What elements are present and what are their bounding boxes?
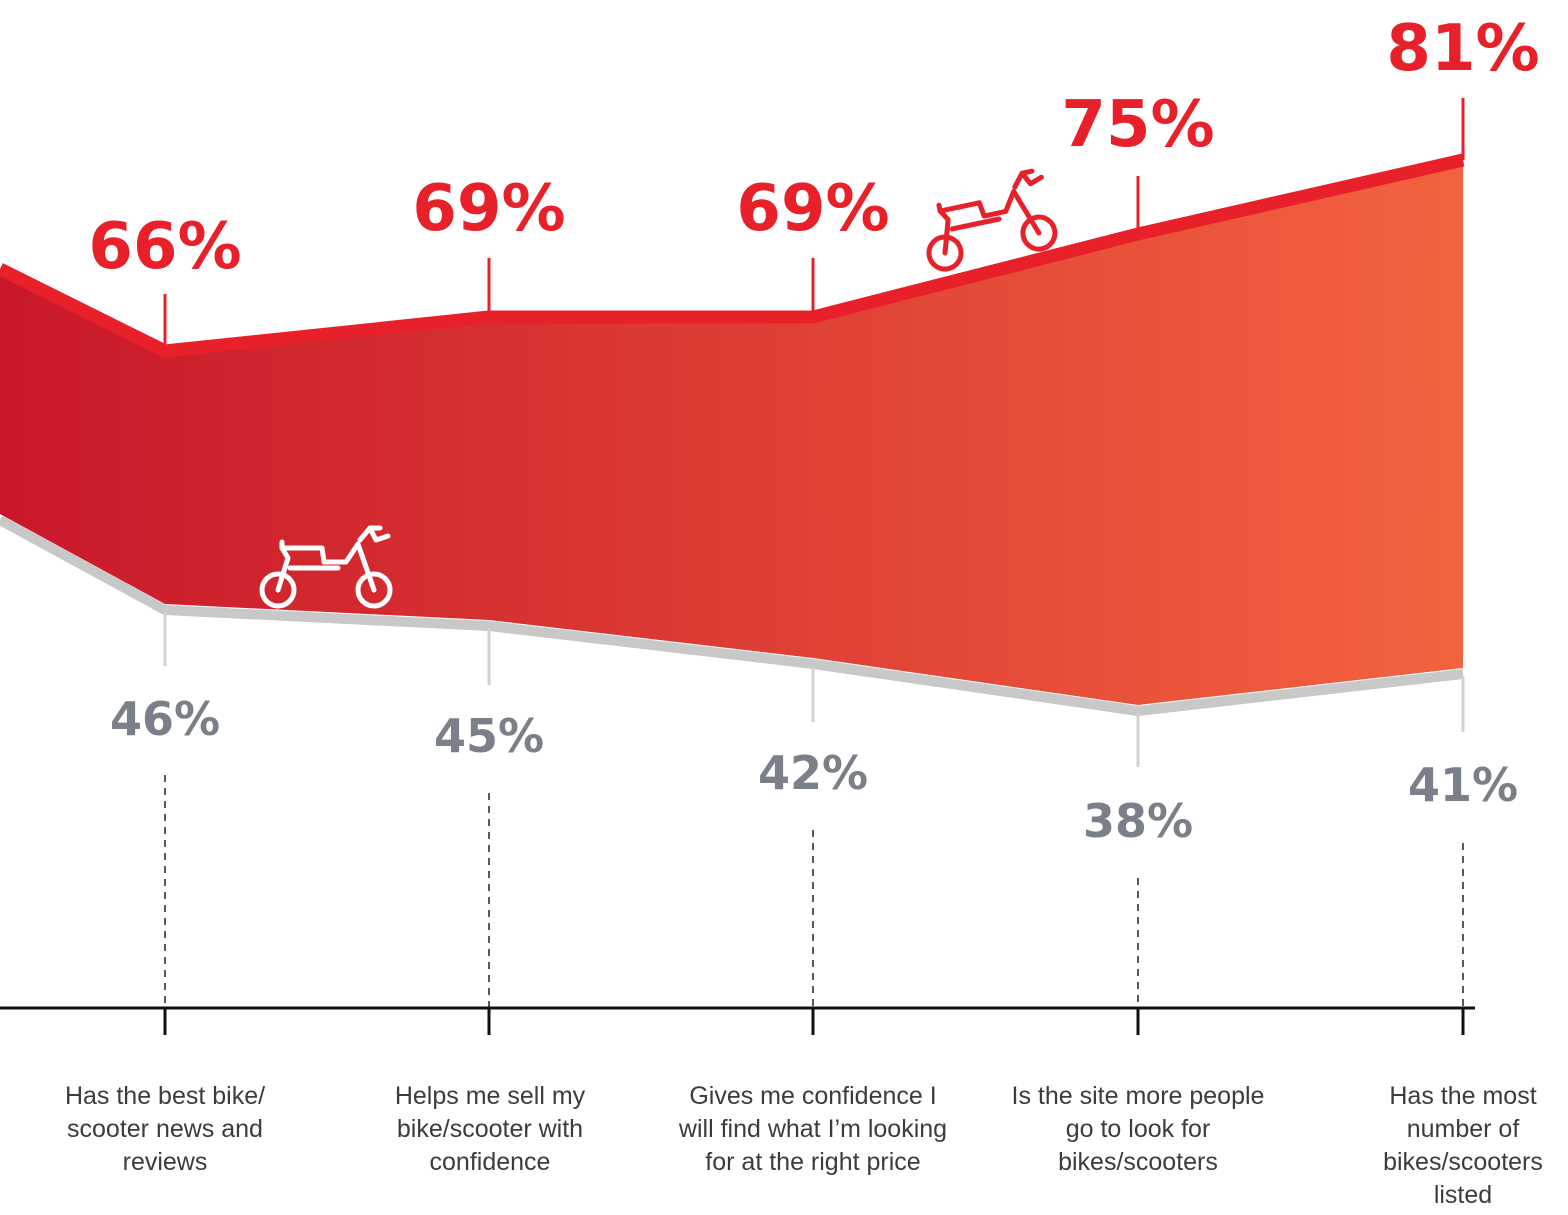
series-line-top (0, 153, 1465, 358)
bottom-value-label: 42% (758, 746, 868, 800)
motorcycle-icon (259, 525, 393, 609)
motorcycle-icon (926, 168, 1058, 272)
top-value-label: 69% (412, 172, 565, 246)
category-label: Has the most number of bikes/scooters li… (1383, 1082, 1543, 1209)
top-value-label: 66% (88, 210, 241, 284)
category-label: Gives me confidence I will find what I’m… (678, 1082, 948, 1176)
top-value-label: 75% (1061, 88, 1214, 162)
top-value-label: 69% (736, 172, 889, 246)
category-label: Is the site more people go to look for b… (1011, 1082, 1265, 1176)
category-label: Helps me sell my bike/scooter with confi… (394, 1082, 586, 1176)
bottom-value-label: 41% (1408, 758, 1518, 812)
category-label: Has the best bike/ scooter news and revi… (64, 1082, 266, 1176)
series-line-bottom (0, 515, 1464, 716)
top-value-label: 81% (1386, 12, 1539, 86)
bottom-value-label: 38% (1083, 794, 1193, 848)
bottom-value-label: 45% (434, 709, 544, 763)
bottom-value-label: 46% (110, 692, 220, 746)
